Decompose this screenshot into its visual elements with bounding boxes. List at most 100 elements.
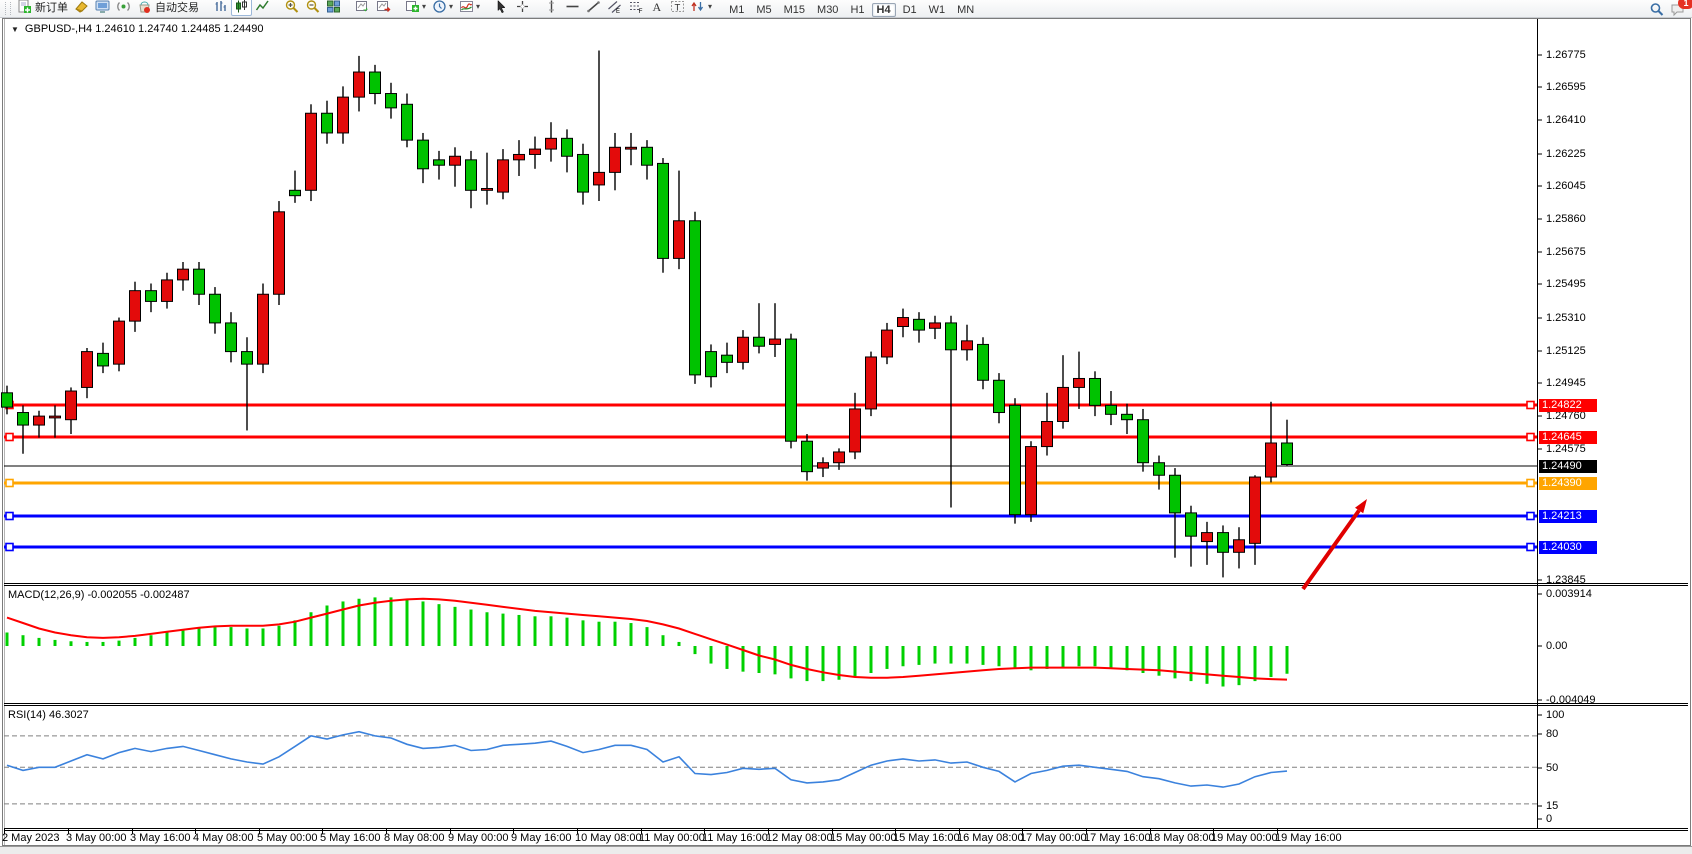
dropdown-caret-icon[interactable]: ▾ [449,2,454,12]
chartshift-icon [377,1,391,13]
price-tick: 1.25675 [1546,246,1586,258]
auto-scroll-button[interactable] [352,0,373,15]
bar-chart-button[interactable] [210,0,231,15]
bars-icon [215,1,226,12]
chart-shift-button[interactable] [373,0,394,15]
macd-label: MACD(12,26,9) -0.002055 -0.002487 [8,589,190,601]
annotation-arrow[interactable] [1301,499,1367,591]
new-order-button[interactable]: 新订单 [14,0,71,15]
dropdown-caret-icon[interactable]: ▾ [708,2,713,12]
text-label-button[interactable]: T [667,0,688,15]
price-tick: 1.25860 [1546,213,1586,225]
timeframe-h4-button[interactable]: H4 [871,2,896,17]
dropdown-caret-icon[interactable]: ▾ [476,2,481,12]
rsi-tick: 15 [1546,800,1559,812]
line-chart-button[interactable] [252,0,273,15]
macd-tick: 0.00 [1546,640,1568,652]
time-axis-label: 19 May 16:00 [1275,832,1342,844]
price-tick: 1.26045 [1546,180,1586,192]
price-tick: 1.26410 [1546,114,1586,126]
crosshair-button[interactable] [512,0,533,15]
text-button[interactable]: A [646,0,667,15]
zoom-in-button[interactable] [281,0,302,15]
arrows-button[interactable]: ▾ [688,0,715,15]
timeframe-h1-button[interactable]: H1 [850,3,865,16]
status-strip [0,846,1692,854]
timeframe-d1-button[interactable]: D1 [902,3,917,16]
time-axis-label: 10 May 08:00 [575,832,642,844]
candles-icon [236,0,247,13]
time-axis-label: 15 May 16:00 [893,832,960,844]
zoom-out-button[interactable] [302,0,323,15]
cursor-icon [497,0,506,14]
time-axis-label: 17 May 00:00 [1020,832,1087,844]
candle-chart-button[interactable] [231,0,252,16]
profiles-button[interactable] [71,0,92,15]
rsi-pane[interactable] [4,730,1537,805]
textA-icon: A [653,0,662,14]
autotrade-icon [139,1,150,14]
price-tick: 1.25495 [1546,278,1586,290]
periods-button[interactable]: ▾ [429,0,456,15]
macd-tick: -0.004049 [1546,694,1596,706]
time-axis-label: 3 May 00:00 [66,832,127,844]
time-axis-label: 11 May 16:00 [702,832,768,844]
dropdown-caret-icon[interactable]: ▾ [422,2,427,12]
time-axis-label: 9 May 16:00 [511,832,572,844]
vline-icon [549,0,555,13]
equidistant-channel-button[interactable]: E [604,0,625,15]
chart-dropdown-icon[interactable]: ▼ [11,24,19,34]
timeframe-mn-button[interactable]: MN [957,3,975,16]
trendline-button[interactable] [583,0,604,15]
horizontal-line-button[interactable] [562,0,583,15]
timeframe-w1-button[interactable]: W1 [928,3,946,16]
autotrade-button[interactable]: 自动交易 [134,0,202,15]
main-toolbar: 新订单 自动交易 ▾ ▾ ▾ E F A T ▾ M1 M5 M15 M30 H1 H4 D1 W1 MN 1 [0,0,1692,18]
time-axis-label: 2 May 2023 [2,832,60,844]
time-axis-label: 16 May 08:00 [957,832,1024,844]
channel-icon: E [608,1,621,14]
autoscroll-icon [356,1,368,12]
time-axis-label: 4 May 08:00 [193,832,254,844]
new-chart-button[interactable]: ▾ [402,0,429,15]
timeframe-m5-button[interactable]: M5 [756,3,772,16]
terminal-button[interactable] [92,0,113,15]
search-icon [1649,2,1664,17]
cursor-button[interactable] [491,0,512,15]
time-axis-label: 11 May 00:00 [639,832,705,844]
zoomin-icon [285,0,299,13]
time-axis-label: 5 May 00:00 [257,832,318,844]
price-tick: 1.23845 [1546,574,1586,586]
timeframe-m1-button[interactable]: M1 [729,3,745,16]
tile-windows-button[interactable] [323,0,344,15]
window-inner-border [4,19,5,845]
vertical-line-button[interactable] [541,0,562,15]
hline-layer[interactable] [4,400,1537,552]
shapes-icon [691,2,704,12]
chat-button[interactable]: 1 [1667,0,1692,17]
timeframe-m30-button[interactable]: M30 [817,3,839,16]
macd-tick: 0.003914 [1546,588,1592,600]
signals-button[interactable] [113,0,134,15]
new-order-icon [18,0,31,14]
time-axis-label: 15 May 00:00 [830,832,897,844]
chart-window[interactable]: ▼ GBPUSD-,H4 1.24610 1.24740 1.24485 1.2… [2,18,1691,846]
timeframe-m15-button[interactable]: M15 [783,3,806,16]
price-line-label: 1.24390 [1539,477,1597,490]
indicators-button[interactable]: ▾ [456,0,483,15]
fibo-icon: F [630,2,643,14]
fibonacci-button[interactable]: F [625,0,646,15]
search-button[interactable] [1646,1,1667,17]
price-line-label: 1.24030 [1539,541,1597,554]
svg-text:A: A [653,0,662,14]
time-axis-label: 12 May 08:00 [766,832,833,844]
indicators-icon [460,1,474,13]
toolbar-grip[interactable] [5,2,11,15]
tline-icon [587,1,600,13]
macd-pane[interactable] [5,597,1289,687]
candles-layer[interactable] [1,50,1293,578]
price-tick: 1.26595 [1546,81,1586,93]
price-line-label: 1.24213 [1539,510,1597,523]
rsi-tick: 0 [1546,813,1553,825]
